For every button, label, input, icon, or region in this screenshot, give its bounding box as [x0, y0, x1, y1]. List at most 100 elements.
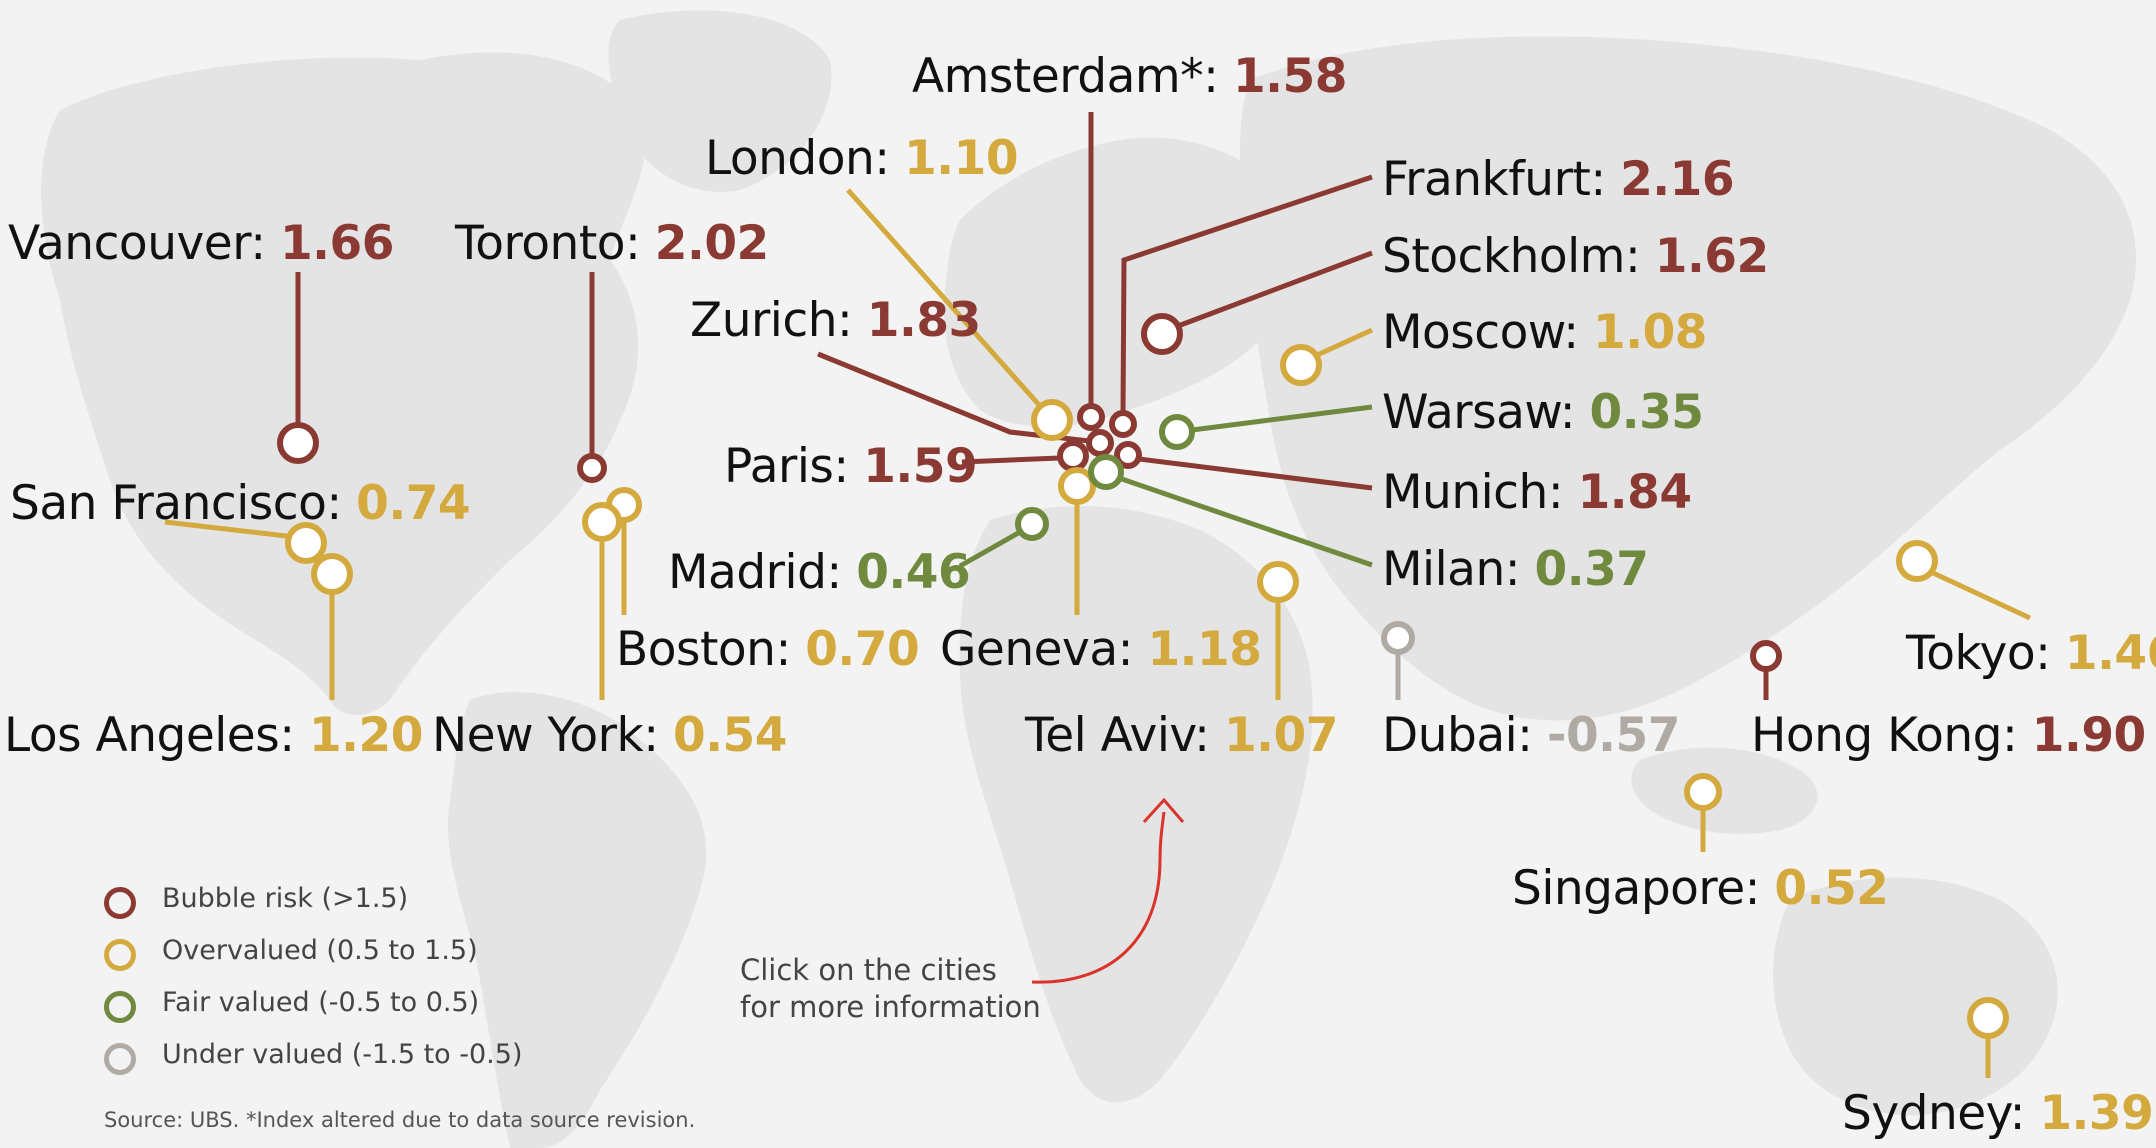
city-value: 1.10 — [904, 131, 1019, 186]
city-value: 0.37 — [1534, 542, 1649, 597]
legend-ring-icon — [104, 887, 136, 919]
city-label-moscow[interactable]: Moscow: 1.08 — [1382, 309, 1708, 356]
city-label-los-angeles[interactable]: Los Angeles: 1.20 — [4, 712, 423, 759]
city-label-stockholm[interactable]: Stockholm: 1.62 — [1382, 233, 1769, 280]
city-name: Warsaw: — [1382, 385, 1590, 440]
city-label-warsaw[interactable]: Warsaw: 0.35 — [1382, 389, 1704, 436]
city-label-geneva[interactable]: Geneva: 1.18 — [940, 626, 1262, 673]
city-label-toronto[interactable]: Toronto: 2.02 — [455, 220, 769, 267]
city-name: Madrid: — [668, 545, 857, 600]
marker-munich[interactable] — [1114, 441, 1142, 469]
connector-milan — [1118, 475, 1373, 568]
city-label-new-york[interactable]: New York: 0.54 — [432, 712, 787, 759]
city-label-san-francisco[interactable]: San Francisco: 0.74 — [10, 480, 471, 527]
city-name: Geneva: — [940, 622, 1148, 677]
city-name: Singapore: — [1512, 861, 1775, 916]
city-value: 2.02 — [654, 216, 769, 271]
connector-madrid — [958, 529, 1022, 569]
connector-paris — [961, 455, 1061, 465]
connector-tokyo — [1929, 569, 2032, 621]
city-value: 1.84 — [1577, 465, 1692, 520]
marker-toronto[interactable] — [577, 453, 607, 483]
city-label-vancouver[interactable]: Vancouver: 1.66 — [8, 220, 394, 267]
marker-madrid[interactable] — [1015, 507, 1049, 541]
city-name: London: — [705, 131, 905, 186]
greenland-landmass — [608, 10, 832, 192]
connector-munich — [1138, 456, 1373, 491]
marker-milan[interactable] — [1088, 454, 1124, 490]
city-label-hong-kong[interactable]: Hong Kong: 1.90 — [1751, 712, 2146, 759]
city-label-madrid[interactable]: Madrid: 0.46 — [668, 549, 971, 596]
city-name: Toronto: — [455, 216, 655, 271]
indonesia-landmass — [1631, 747, 1818, 834]
legend-label: Bubble risk (>1.5) — [162, 883, 409, 914]
legend-ring-icon — [104, 991, 136, 1023]
city-label-tokyo[interactable]: Tokyo: 1.46 — [1906, 630, 2156, 677]
city-value: 1.39 — [2039, 1086, 2154, 1141]
marker-zurich[interactable] — [1086, 429, 1114, 457]
city-value: 0.54 — [673, 708, 787, 763]
city-name: Hong Kong: — [1751, 708, 2032, 763]
connector-warsaw — [1191, 404, 1373, 433]
marker-warsaw[interactable] — [1159, 414, 1195, 450]
city-label-munich[interactable]: Munich: 1.84 — [1382, 469, 1692, 516]
city-name: Tokyo: — [1906, 626, 2065, 681]
marker-los-angeles[interactable] — [311, 553, 353, 595]
city-name: Amsterdam*: — [912, 49, 1233, 104]
legend-label: Fair valued (-0.5 to 0.5) — [162, 987, 480, 1018]
legend-label: Under valued (-1.5 to -0.5) — [162, 1039, 523, 1070]
city-value: 1.58 — [1232, 49, 1347, 104]
marker-tokyo[interactable] — [1896, 540, 1938, 582]
marker-paris[interactable] — [1057, 440, 1089, 472]
marker-san-francisco[interactable] — [285, 522, 327, 564]
city-value: 1.90 — [2031, 708, 2146, 763]
marker-singapore[interactable] — [1684, 773, 1722, 811]
city-label-paris[interactable]: Paris: 1.59 — [724, 443, 978, 490]
city-value: 0.74 — [356, 476, 471, 531]
marker-dubai[interactable] — [1381, 621, 1415, 655]
click-hint-arrow — [1031, 811, 1166, 984]
marker-moscow[interactable] — [1280, 344, 1322, 386]
city-label-zurich[interactable]: Zurich: 1.83 — [690, 297, 981, 344]
city-label-tel-aviv[interactable]: Tel Aviv: 1.07 — [1025, 712, 1338, 759]
city-value: 0.46 — [856, 545, 971, 600]
marker-geneva[interactable] — [1058, 467, 1096, 505]
europe-landmass — [943, 137, 1291, 427]
city-label-boston[interactable]: Boston: 0.70 — [616, 626, 920, 673]
city-value: 1.18 — [1147, 622, 1262, 677]
connector-london — [846, 188, 1042, 408]
connector-stockholm — [1177, 250, 1373, 329]
marker-frankfurt[interactable] — [1109, 410, 1137, 438]
marker-sydney[interactable] — [1967, 997, 2009, 1039]
city-label-singapore[interactable]: Singapore: 0.52 — [1512, 865, 1889, 912]
city-label-dubai[interactable]: Dubai: -0.57 — [1382, 712, 1680, 759]
city-label-london[interactable]: London: 1.10 — [705, 135, 1019, 182]
legend-ring-icon — [104, 1043, 136, 1075]
connector-moscow — [1313, 327, 1374, 359]
marker-vancouver[interactable] — [277, 422, 319, 464]
connector-san-francisco — [164, 519, 296, 540]
city-name: Stockholm: — [1382, 229, 1655, 284]
city-value: 1.83 — [866, 293, 981, 348]
marker-hong-kong[interactable] — [1750, 640, 1782, 672]
marker-new-york[interactable] — [582, 502, 622, 542]
city-name: New York: — [432, 708, 673, 763]
city-name: Moscow: — [1382, 305, 1594, 360]
legend-ring-icon — [104, 939, 136, 971]
city-label-amsterdam[interactable]: Amsterdam*: 1.58 — [912, 53, 1347, 100]
city-value: 0.70 — [805, 622, 920, 677]
city-markers — [277, 313, 2009, 1039]
city-name: Boston: — [616, 622, 806, 677]
city-label-milan[interactable]: Milan: 0.37 — [1382, 546, 1649, 593]
city-label-frankfurt[interactable]: Frankfurt: 2.16 — [1382, 156, 1735, 203]
connector-frankfurt — [1120, 174, 1373, 414]
africa-landmass — [959, 506, 1313, 1103]
marker-london[interactable] — [1031, 399, 1073, 441]
click-hint-arrowhead — [1142, 797, 1185, 824]
city-label-sydney[interactable]: Sydney: 1.39 — [1842, 1090, 2154, 1137]
marker-stockholm[interactable] — [1141, 313, 1183, 355]
asia-landmass — [1240, 36, 2137, 721]
marker-amsterdam[interactable] — [1077, 403, 1105, 431]
city-name: Zurich: — [690, 293, 867, 348]
marker-tel-aviv[interactable] — [1257, 561, 1299, 603]
